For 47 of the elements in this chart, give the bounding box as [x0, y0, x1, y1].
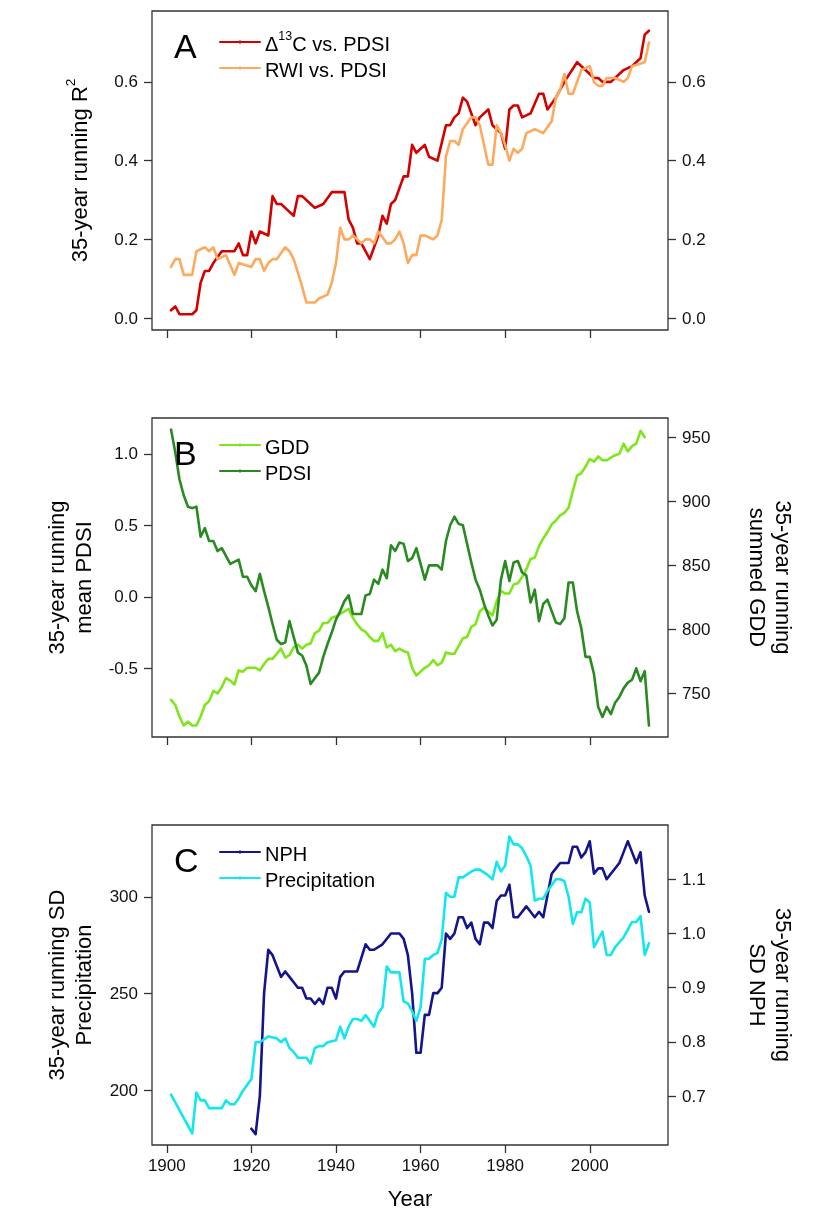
- y-tick-label: 200: [109, 1081, 138, 1101]
- annotation: B: [174, 434, 197, 472]
- legend-label: PDSI: [265, 462, 312, 484]
- annotation: A: [174, 27, 197, 65]
- y-tick-label: 0.0: [114, 308, 138, 328]
- line-series: [169, 835, 651, 1135]
- y-tick-label: 300: [109, 887, 138, 907]
- y2-tick-label: 1.1: [682, 869, 706, 889]
- line-series: [250, 839, 651, 1136]
- y2-tick-label: 0.0: [682, 308, 706, 328]
- y2-tick-label: 0.8: [682, 1032, 706, 1052]
- x-tick-label: 1900: [147, 1156, 186, 1175]
- y-tick-label: 0.0: [114, 587, 138, 607]
- x-tick-label: 1980: [486, 1156, 525, 1175]
- legend-label: Precipitation: [265, 869, 376, 891]
- y2-tick-label: 0.7: [682, 1086, 706, 1106]
- y-axis-title: 35-year running SD Precipitation: [44, 889, 96, 1081]
- y2-axis-title: 35-year running SD NPH: [744, 907, 796, 1063]
- y-axis-title: 35-year running mean PDSI: [44, 500, 96, 655]
- y-tick-label: 0.5: [114, 515, 138, 535]
- y2-tick-label: 1.0: [682, 923, 706, 943]
- y2-tick-label: 0.4: [682, 151, 706, 171]
- y-tick-label: 0.4: [114, 151, 138, 171]
- y2-tick-label: 800: [682, 619, 711, 639]
- legend-label: NPH: [265, 843, 308, 865]
- y2-tick-label: 0.6: [682, 72, 706, 92]
- legend-label: GDD: [265, 436, 310, 458]
- y2-axis-title: 35-year running summed GDD: [744, 500, 796, 655]
- y-axis-title: 35-year running R2: [63, 78, 92, 263]
- x-axis-title: Year: [387, 1185, 433, 1211]
- legend-label: RWI vs. PDSI: [265, 59, 387, 81]
- y-tick-label: 0.6: [114, 72, 138, 92]
- x-tick-label: 2000: [570, 1156, 609, 1175]
- y2-tick-label: 0.9: [682, 978, 706, 998]
- y-tick-label: -0.5: [108, 658, 138, 678]
- y2-tick-label: 850: [682, 555, 711, 575]
- x-tick-label: 1960: [401, 1156, 440, 1175]
- y-tick-label: 250: [109, 984, 138, 1004]
- y-tick-label: 0.2: [114, 229, 138, 249]
- y2-tick-label: 750: [682, 683, 711, 703]
- y2-tick-label: 0.2: [682, 229, 706, 249]
- y2-tick-label: 900: [682, 491, 711, 511]
- y-tick-label: 1.0: [114, 444, 138, 464]
- x-tick-label: 1920: [232, 1156, 271, 1175]
- y2-tick-label: 950: [682, 427, 711, 447]
- x-tick-label: 1940: [317, 1156, 355, 1175]
- annotation: C: [174, 841, 199, 879]
